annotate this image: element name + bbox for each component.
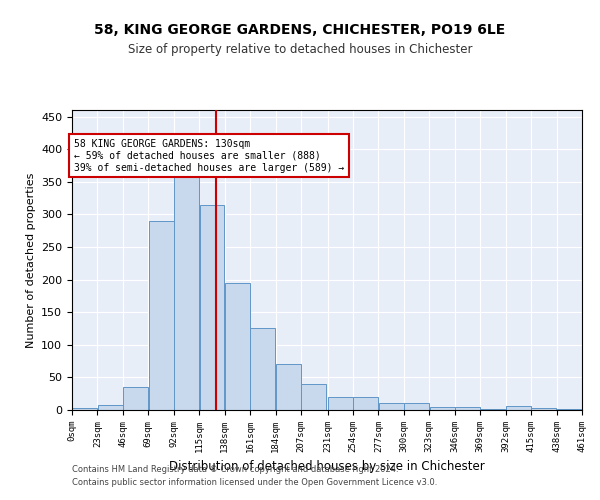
Bar <box>225 283 250 410</box>
Text: 58 KING GEORGE GARDENS: 130sqm
← 59% of detached houses are smaller (888)
39% of: 58 KING GEORGE GARDENS: 130sqm ← 59% of … <box>74 140 344 172</box>
Y-axis label: Number of detached properties: Number of detached properties <box>26 172 35 348</box>
Bar <box>455 408 480 410</box>
Bar <box>506 406 531 410</box>
Bar <box>250 328 275 410</box>
Bar <box>379 404 404 410</box>
Bar <box>353 397 378 410</box>
Bar <box>430 408 455 410</box>
Bar <box>174 175 199 410</box>
Bar <box>404 404 429 410</box>
Bar <box>123 387 148 410</box>
Text: Contains HM Land Registry data © Crown copyright and database right 2024.: Contains HM Land Registry data © Crown c… <box>72 466 398 474</box>
Bar <box>301 384 326 410</box>
Text: Contains public sector information licensed under the Open Government Licence v3: Contains public sector information licen… <box>72 478 437 487</box>
Text: Size of property relative to detached houses in Chichester: Size of property relative to detached ho… <box>128 42 472 56</box>
Text: 58, KING GEORGE GARDENS, CHICHESTER, PO19 6LE: 58, KING GEORGE GARDENS, CHICHESTER, PO1… <box>94 22 506 36</box>
X-axis label: Distribution of detached houses by size in Chichester: Distribution of detached houses by size … <box>169 460 485 473</box>
Bar <box>98 406 122 410</box>
Bar <box>149 221 173 410</box>
Bar <box>276 364 301 410</box>
Bar <box>532 408 556 410</box>
Bar <box>72 408 97 410</box>
Bar <box>328 397 353 410</box>
Bar <box>199 204 224 410</box>
